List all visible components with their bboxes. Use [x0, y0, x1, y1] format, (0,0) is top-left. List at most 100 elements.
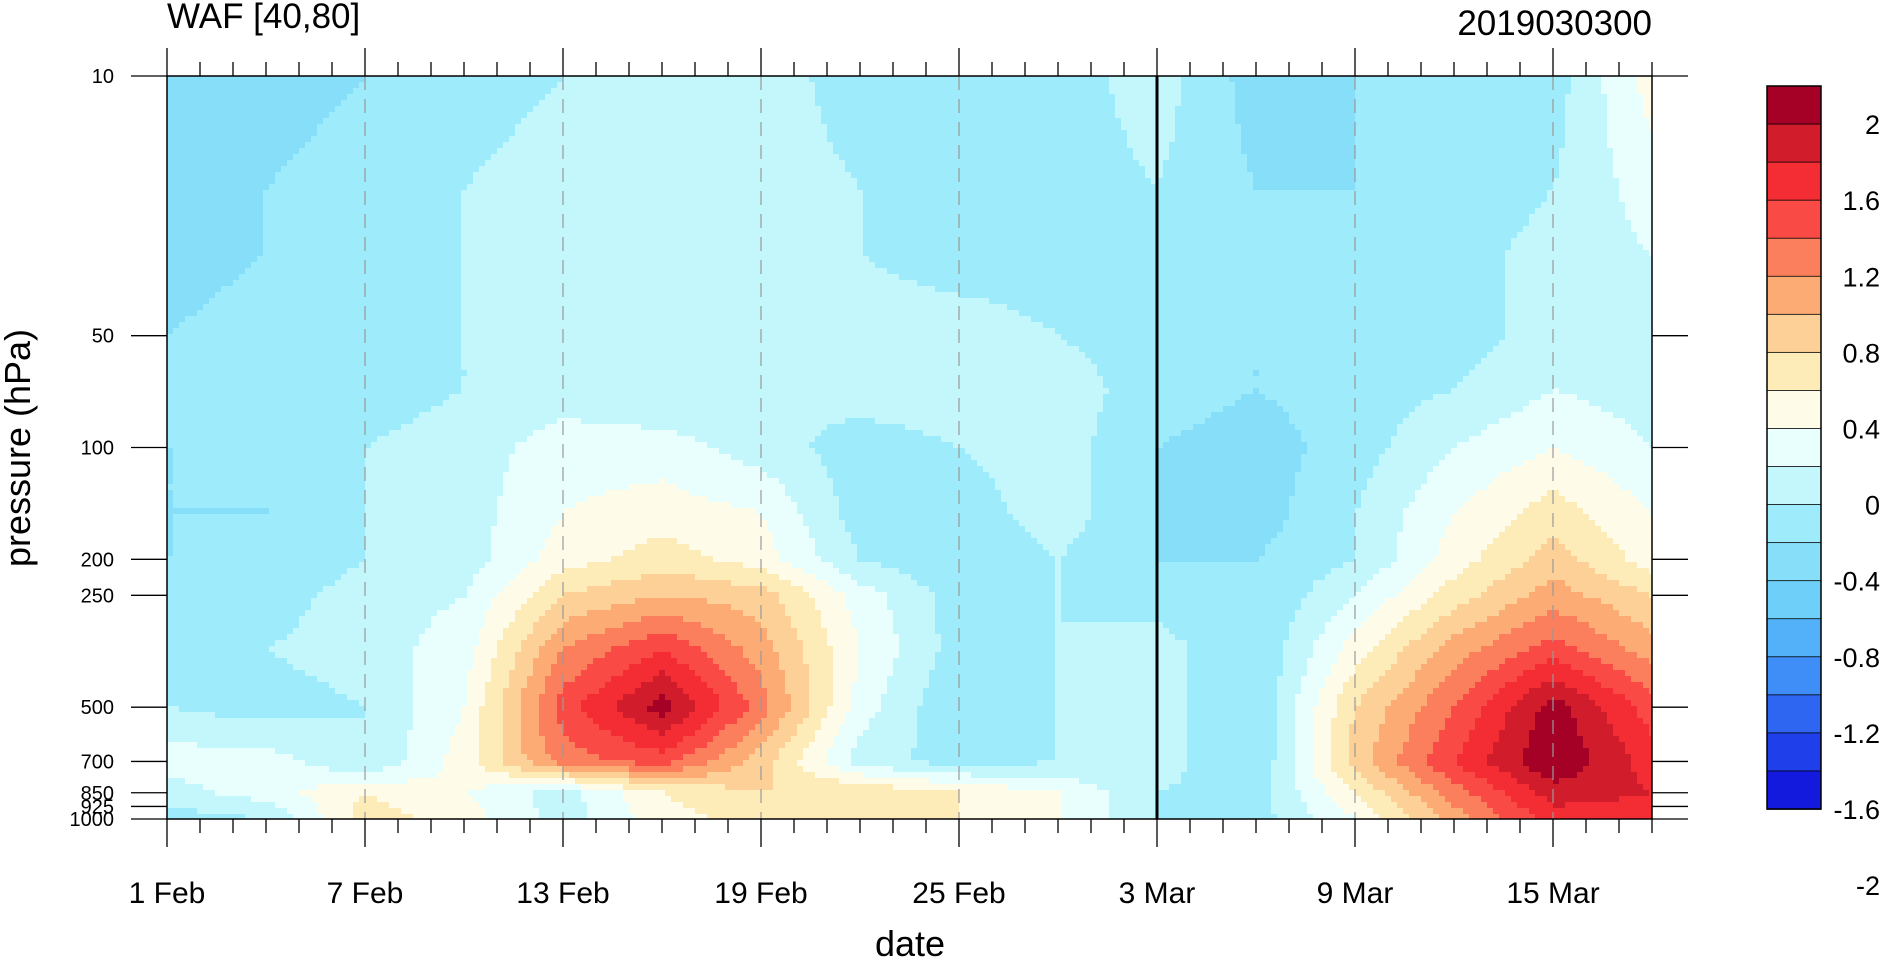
contour-cell	[251, 166, 258, 173]
contour-cell	[797, 94, 804, 101]
contour-cell	[1205, 136, 1212, 143]
contour-cell	[1409, 124, 1416, 131]
contour-cell	[593, 100, 600, 107]
contour-cell	[1289, 148, 1296, 155]
contour-cell	[1595, 106, 1602, 113]
contour-cell	[839, 112, 846, 119]
contour-cell	[1139, 82, 1146, 89]
contour-cell	[1577, 88, 1584, 95]
contour-cell	[983, 82, 990, 89]
contour-cell	[1079, 184, 1086, 191]
contour-cell	[1181, 172, 1188, 179]
contour-cell	[821, 124, 828, 131]
contour-cell	[677, 166, 684, 173]
contour-cell	[983, 130, 990, 137]
contour-cell	[1385, 148, 1392, 155]
contour-cell	[833, 160, 840, 167]
contour-cell	[911, 112, 918, 119]
contour-cell	[293, 76, 300, 83]
contour-cell	[527, 100, 534, 107]
contour-cell	[707, 100, 714, 107]
contour-cell	[1403, 124, 1410, 131]
contour-cell	[1625, 172, 1632, 179]
contour-cell	[1439, 130, 1446, 137]
contour-cell	[1109, 166, 1116, 173]
contour-cell	[539, 82, 546, 89]
contour-cell	[1301, 178, 1308, 185]
contour-cell	[1487, 118, 1494, 125]
contour-cell	[1505, 178, 1512, 185]
contour-cell	[1289, 166, 1296, 173]
contour-cell	[767, 190, 774, 197]
contour-cell	[911, 124, 918, 131]
contour-cell	[197, 148, 204, 155]
contour-cell	[1571, 184, 1578, 191]
contour-cell	[623, 172, 630, 179]
contour-cell	[1583, 190, 1590, 197]
contour-cell	[1025, 76, 1032, 83]
contour-cell	[839, 166, 846, 173]
contour-cell	[773, 130, 780, 137]
contour-cell	[731, 178, 738, 185]
contour-cell	[1289, 160, 1296, 167]
contour-cell	[1355, 190, 1362, 197]
contour-cell	[593, 124, 600, 131]
contour-cell	[575, 124, 582, 131]
contour-cell	[1601, 184, 1608, 191]
contour-cell	[593, 76, 600, 83]
contour-cell	[491, 154, 498, 161]
contour-cell	[671, 112, 678, 119]
contour-cell	[1505, 154, 1512, 161]
contour-cell	[1361, 88, 1368, 95]
contour-cell	[761, 118, 768, 125]
contour-cell	[1559, 154, 1566, 161]
contour-cell	[1625, 178, 1632, 185]
contour-cell	[1373, 130, 1380, 137]
contour-cell	[317, 88, 324, 95]
contour-cell	[1451, 76, 1458, 83]
contour-cell	[407, 118, 414, 125]
contour-cell	[1085, 94, 1092, 101]
contour-cell	[431, 190, 438, 197]
contour-cell	[929, 166, 936, 173]
contour-cell	[977, 160, 984, 167]
contour-cell	[173, 178, 180, 185]
contour-cell	[1475, 172, 1482, 179]
contour-cell	[581, 160, 588, 167]
contour-cell	[1451, 136, 1458, 143]
contour-cell	[1433, 76, 1440, 83]
contour-cell	[353, 142, 360, 149]
contour-cell	[629, 124, 636, 131]
contour-cell	[431, 178, 438, 185]
contour-cell	[1421, 172, 1428, 179]
contour-cell	[1301, 190, 1308, 197]
contour-cell	[1595, 82, 1602, 89]
contour-cell	[1013, 136, 1020, 143]
contour-cell	[1457, 154, 1464, 161]
contour-cell	[431, 172, 438, 179]
contour-cell	[929, 106, 936, 113]
contour-cell	[1097, 148, 1104, 155]
contour-cell	[1439, 184, 1446, 191]
contour-cell	[1163, 160, 1170, 167]
contour-cell	[623, 166, 630, 173]
contour-cell	[1097, 178, 1104, 185]
contour-cell	[923, 136, 930, 143]
contour-cell	[1439, 142, 1446, 149]
contour-cell	[197, 130, 204, 137]
contour-cell	[365, 118, 372, 125]
contour-cell	[1517, 166, 1524, 173]
contour-cell	[1553, 160, 1560, 167]
contour-cell	[443, 112, 450, 119]
contour-cell	[857, 118, 864, 125]
contour-cell	[1541, 166, 1548, 173]
contour-cell	[707, 82, 714, 89]
contour-cell	[527, 190, 534, 197]
contour-cell	[1217, 172, 1224, 179]
contour-cell	[1121, 166, 1128, 173]
contour-cell	[959, 166, 966, 173]
contour-cell	[665, 142, 672, 149]
contour-cell	[485, 166, 492, 173]
contour-cell	[1079, 124, 1086, 131]
contour-cell	[341, 190, 348, 197]
